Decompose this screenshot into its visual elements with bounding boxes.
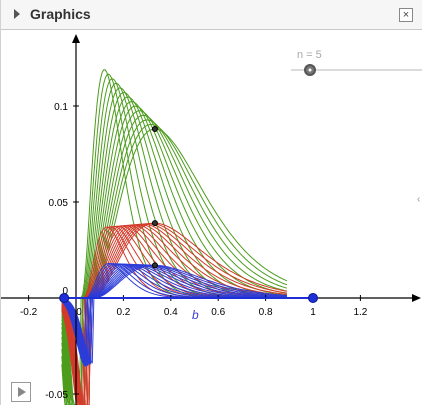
marked-point[interactable] [151, 220, 158, 227]
function-curve [61, 264, 287, 366]
graphics-canvas[interactable]: -0.2 0 0.2 0.4 0.6 0.8 1 1.2 0.1 0.05 0 -0.05 b n =… [1, 31, 422, 405]
triangle-right-icon[interactable] [14, 9, 20, 19]
chevron-left-icon[interactable]: ‹ [417, 194, 421, 205]
plot-points [59, 126, 318, 303]
function-curve [61, 128, 288, 405]
point-b-label: b [192, 308, 199, 322]
function-curve [61, 264, 287, 365]
y-tick-label: 0 [62, 286, 68, 297]
n-slider[interactable]: n = 5 [291, 49, 422, 76]
axis-point[interactable] [59, 293, 70, 303]
x-tick-label: 0.4 [164, 307, 178, 318]
play-icon[interactable] [11, 382, 31, 402]
x-tick-label: 0.2 [116, 307, 130, 318]
y-axis-arrow-icon [72, 34, 80, 43]
close-icon[interactable]: × [399, 8, 413, 22]
slider-label: n = 5 [297, 49, 322, 61]
y-tick-label: 0.05 [49, 198, 69, 209]
axis-point[interactable] [308, 293, 318, 303]
function-curve [61, 101, 287, 405]
panel-titlebar: Graphics × [1, 0, 422, 30]
x-tick-label: -0.2 [20, 307, 38, 318]
x-tick-label: 1.2 [353, 307, 367, 318]
x-tick-label: 0.6 [211, 307, 225, 318]
panel-title: Graphics [30, 6, 91, 22]
x-tick-label: 0.8 [259, 307, 273, 318]
y-tick-label: -0.05 [45, 390, 68, 401]
x-tick-label: 0 [76, 307, 82, 318]
function-curves [61, 69, 288, 405]
function-curve [61, 264, 287, 365]
function-curve [61, 105, 287, 405]
slider-knob-center [308, 68, 312, 72]
y-tick-label: 0.1 [54, 102, 68, 113]
x-axis-arrow-icon [412, 294, 421, 302]
marked-point[interactable] [151, 126, 158, 133]
marked-point[interactable] [151, 262, 158, 269]
function-curve [61, 264, 287, 366]
axis-ticks: -0.2 0 0.2 0.4 0.6 0.8 1 1.2 0.1 0.05 0 -0.05 [20, 102, 368, 401]
x-tick-label: 1 [310, 307, 316, 318]
